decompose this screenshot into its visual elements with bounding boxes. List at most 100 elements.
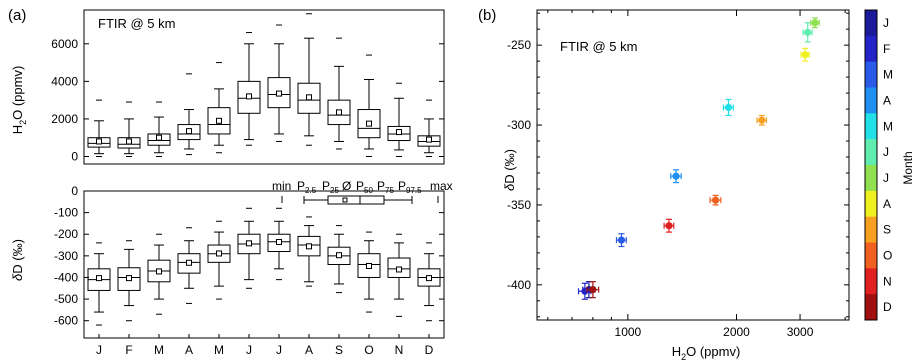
x-tick-label: A [305, 343, 313, 357]
y-tick-label: 0 [71, 184, 78, 198]
bottom-ylabel: δD (‰) [10, 239, 25, 281]
x-tick-label: A [185, 343, 193, 357]
mean-marker [396, 129, 402, 136]
box [357, 109, 381, 139]
legend-max: max [430, 179, 453, 193]
colorbar-tick-label: N [883, 274, 892, 288]
mean-marker [426, 275, 432, 282]
box [177, 253, 201, 274]
x-tick-label: D [425, 343, 434, 357]
legend-p97_5: P97.5 [398, 179, 422, 195]
colorbar-tick-label: J [883, 171, 889, 185]
mean-marker [336, 109, 342, 116]
box [147, 133, 171, 146]
mean-marker [216, 250, 222, 257]
colorbar-tick-label: D [883, 300, 892, 314]
colorbar-tick-label: J [883, 145, 889, 159]
colorbar-tick-label: A [883, 93, 891, 107]
y-tick-label: -100 [54, 206, 78, 220]
legend-min: min [272, 179, 291, 193]
y-tick-label: -400 [507, 278, 531, 292]
y-tick-label: 6000 [51, 37, 78, 51]
scatter-xlabel: H2O (ppmv) [672, 344, 741, 362]
box [87, 137, 111, 148]
data-point [801, 51, 809, 59]
x-tick-label: J [96, 343, 102, 357]
mean-marker [276, 90, 282, 97]
legend-mean-marker [342, 197, 348, 203]
box [297, 82, 321, 114]
x-tick-label: N [395, 343, 404, 357]
top-ylabel: H2O (ppmv) [10, 66, 28, 135]
mean-marker [186, 128, 192, 135]
y-tick-label: -500 [54, 292, 78, 306]
colorbar-tick-label: A [883, 197, 891, 211]
y-tick-label: -400 [54, 270, 78, 284]
x-tick-label: M [214, 343, 224, 357]
colorbar-segment [865, 139, 877, 166]
x-tick-label: F [125, 343, 132, 357]
mean-marker [336, 252, 342, 259]
colorbar-segment [865, 87, 877, 114]
colorbar-segment [865, 35, 877, 63]
colorbar-tick-label: O [883, 248, 892, 262]
x-tick-label: J [246, 343, 252, 357]
box [297, 235, 321, 257]
mean-marker [306, 243, 312, 250]
legend-p2_5: P2.5 [297, 179, 317, 195]
box [207, 107, 231, 135]
scatter-frame [536, 9, 850, 321]
x-tick-label: 3000 [787, 325, 814, 339]
legend-box [327, 195, 385, 205]
y-tick-label: -250 [507, 38, 531, 52]
mean-marker [156, 134, 162, 141]
data-point [589, 286, 597, 294]
colorbar-segment [865, 165, 877, 192]
colorbar-segment [865, 10, 877, 37]
mean-marker [126, 275, 132, 282]
panel-b-label: (b) [478, 7, 496, 24]
x-tick-label: 1000 [615, 325, 642, 339]
colorbar-tick-label: F [883, 42, 890, 56]
mean-marker [246, 240, 252, 247]
colorbar-tick-label: M [883, 119, 893, 133]
box [327, 99, 351, 126]
static-labels: (a) (b) FTIR @ 5 km FTIR @ 5 km H2O (ppm… [8, 7, 915, 362]
scatter-ylabel: δD (‰) [502, 149, 517, 191]
x-tick-label: O [364, 343, 373, 357]
mean-marker [216, 117, 222, 124]
colorbar-segment [865, 113, 877, 140]
boxplot-legend: min P2.5 P25 Ø P50 P75 P97.5 max [272, 179, 453, 205]
mean-marker [366, 263, 372, 270]
y-tick-label: 2000 [51, 112, 78, 126]
legend-p75: P75 [377, 179, 394, 195]
mean-marker [156, 268, 162, 275]
y-tick-label: -300 [54, 249, 78, 263]
data-point [724, 103, 733, 112]
legend-p50: P50 [356, 179, 373, 195]
mean-marker [276, 239, 282, 246]
data-point [804, 28, 812, 36]
mean-marker [396, 266, 402, 273]
box [267, 77, 291, 109]
colorbar-segment [865, 216, 877, 243]
y-tick-label: 0 [71, 149, 78, 163]
mean-marker [306, 94, 312, 101]
colorbar-label: Month [901, 151, 915, 184]
colorbar-segment [865, 242, 877, 269]
panel-a-label: (a) [8, 7, 26, 24]
colorbar-tick-label: M [883, 68, 893, 82]
x-tick-label: 2000 [723, 325, 750, 339]
box [117, 137, 141, 149]
mean-marker [186, 259, 192, 266]
mean-marker [96, 138, 102, 145]
plot-frame [83, 190, 445, 339]
y-tick-label: -300 [507, 118, 531, 132]
colorbar-segment [865, 61, 877, 88]
box [177, 124, 201, 141]
colorbar-tick-label: J [883, 16, 889, 30]
legend-p25: P25 [322, 179, 339, 195]
data-point [672, 172, 680, 180]
mean-marker [366, 120, 372, 127]
